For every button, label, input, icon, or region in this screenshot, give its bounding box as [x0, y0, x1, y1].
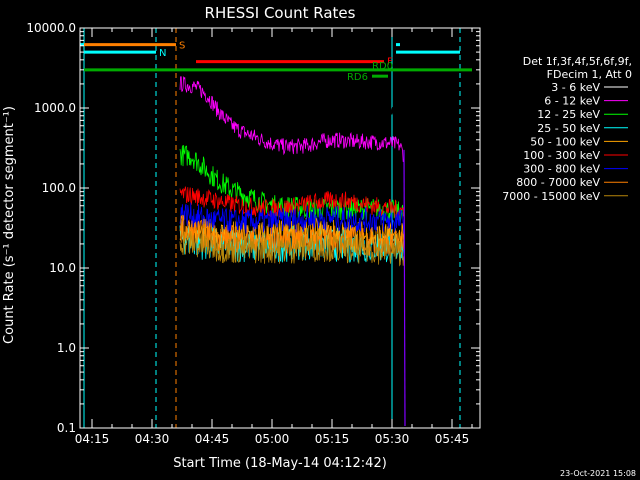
state-bar-label-7: RD6 — [347, 72, 368, 83]
series-line-1 — [179, 75, 405, 162]
legend-label-7: 800 - 7000 keV — [516, 176, 600, 189]
x-tick-label-4: 05:15 — [315, 432, 350, 446]
footer-timestamp: 23-Oct-2021 15:08 — [560, 469, 636, 478]
legend-header-line-2: FDecim 1, Att 0 — [547, 68, 632, 81]
x-tick-label-0: 04:15 — [75, 432, 110, 446]
state-bar-label-5: F — [387, 57, 393, 68]
series-line-0 — [179, 45, 405, 130]
legend-label-6: 300 - 800 keV — [523, 163, 600, 176]
series-lines — [179, 45, 406, 427]
plot-frame: 04:15 04:30 04:45 05:00 05:15 05:30 05:45 0.1 1.… — [26, 21, 481, 446]
legend-label-4: 50 - 100 keV — [530, 135, 600, 148]
x-tick-label-1: 04:30 — [135, 432, 170, 446]
series-line-8 — [179, 231, 405, 267]
legend-label-1: 6 - 12 keV — [544, 95, 600, 108]
legend-label-3: 25 - 50 keV — [537, 122, 600, 135]
x-tick-label-6: 05:45 — [435, 432, 470, 446]
legend-header-line-1: Det 1f,3f,4f,5f,6f,9f, — [523, 55, 632, 68]
x-axis-label: Start Time (18-May-14 04:12:42) — [173, 456, 387, 471]
state-bar-label-4: S — [179, 41, 185, 52]
legend-label-5: 100 - 300 keV — [523, 149, 600, 162]
legend-label-0: 3 - 6 keV — [551, 81, 600, 94]
chart-title: RHESSI Count Rates — [205, 4, 356, 22]
y-tick-label-0: 0.1 — [57, 421, 76, 435]
y-tick-label-4: 1000.0 — [34, 101, 76, 115]
series-line-6 — [179, 202, 405, 235]
series-end-drop — [403, 149, 406, 427]
plot-frame-box — [79, 27, 481, 429]
x-tick-label-5: 05:30 — [375, 432, 410, 446]
state-bar-label-6: RD0 — [372, 61, 393, 72]
legend-label-8: 7000 - 15000 keV — [502, 190, 600, 203]
y-tick-label-2: 10.0 — [49, 261, 76, 275]
y-tick-label-5: 10000.0 — [26, 21, 76, 35]
y-tick-label-1: 1.0 — [57, 341, 76, 355]
legend-label-2: 12 - 25 keV — [537, 108, 600, 121]
y-axis-label: Count Rate (s⁻¹ detector segment⁻¹) — [2, 106, 17, 344]
x-tick-label-2: 04:45 — [195, 432, 230, 446]
state-bar-label-1: N — [159, 48, 166, 59]
y-tick-label-3: 100.0 — [42, 181, 76, 195]
vertical-markers — [83, 28, 461, 428]
x-tick-label-3: 05:00 — [255, 432, 290, 446]
